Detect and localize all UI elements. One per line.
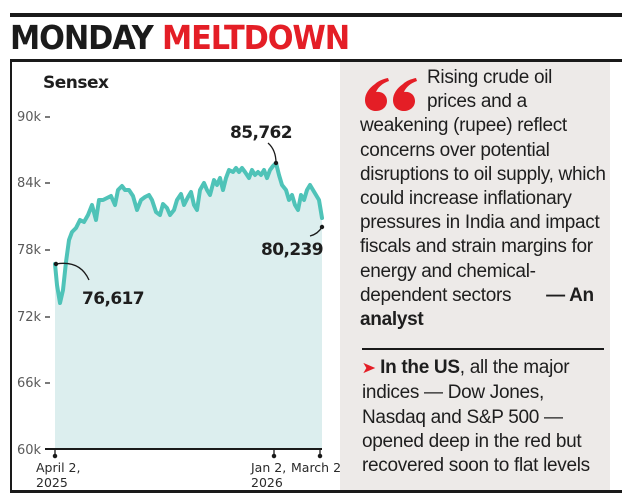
x-tick-label-jan-year: 2026	[251, 475, 283, 490]
content-box	[10, 59, 622, 493]
x-tick-label-jan: Jan 2,	[250, 460, 286, 475]
y-tick-label: 72k	[17, 310, 42, 325]
quote-mark-icon	[365, 78, 417, 111]
quote-line-2: prices and a	[427, 91, 527, 113]
sensex-line	[53, 161, 324, 305]
top-rule	[10, 13, 622, 17]
box-top-rule	[10, 59, 622, 62]
y-tick-label: 60k	[17, 443, 42, 458]
y-axis: 90k 84k 78k 72k 66k 60k	[17, 110, 50, 458]
annotation-peak: 85,762	[230, 123, 293, 166]
quote-attribution: — An analyst	[360, 284, 594, 331]
y-tick-label: 78k	[17, 243, 42, 258]
quote-line-1: Rising crude oil	[427, 67, 553, 88]
headline-black: MONDAY	[10, 18, 154, 57]
headline-red: MELTDOWN	[162, 18, 350, 57]
x-tick-label-start-year: 2025	[36, 475, 68, 490]
y-tick-label: 84k	[17, 176, 42, 191]
analyst-quote: Rising crude oil prices and a weakening …	[354, 66, 609, 332]
sidebar-panel	[340, 62, 610, 490]
us-note-text: , all the major indices — Dow Jones, Nas…	[362, 357, 590, 477]
sidebar-divider	[362, 348, 604, 350]
area-fill	[55, 163, 322, 449]
headline: MONDAY MELTDOWN	[10, 17, 350, 59]
annotation-end: 80,239	[261, 224, 325, 260]
arrow-icon: ➤	[361, 360, 376, 377]
y-tick-label: 66k	[17, 376, 42, 391]
sensex-chart: Sensex 90k 84k 78k 72k 66k 60k April 2, …	[17, 73, 340, 490]
quote-body: weakening (rupee) reflect concerns over …	[360, 115, 606, 306]
box-bottom-rule	[10, 490, 622, 493]
box-left-rule	[10, 59, 12, 493]
annotation-peak-label: 85,762	[230, 123, 292, 143]
x-axis-labels: April 2, 2025 Jan 2, 2026 March 2	[36, 460, 340, 490]
annotation-end-label: 80,239	[261, 240, 323, 260]
us-note-lead: In the US	[380, 357, 460, 378]
us-markets-note: ➤ In the US, all the major indices — Dow…	[361, 356, 612, 478]
chart-title: Sensex	[43, 73, 109, 93]
x-tick-label-march: March 2	[291, 460, 340, 475]
annotation-start-label: 76,617	[82, 289, 144, 309]
x-ticks	[52, 449, 323, 459]
x-tick-label-start: April 2,	[36, 460, 80, 475]
annotation-start: 76,617	[53, 261, 145, 309]
y-tick-label: 90k	[17, 110, 42, 125]
